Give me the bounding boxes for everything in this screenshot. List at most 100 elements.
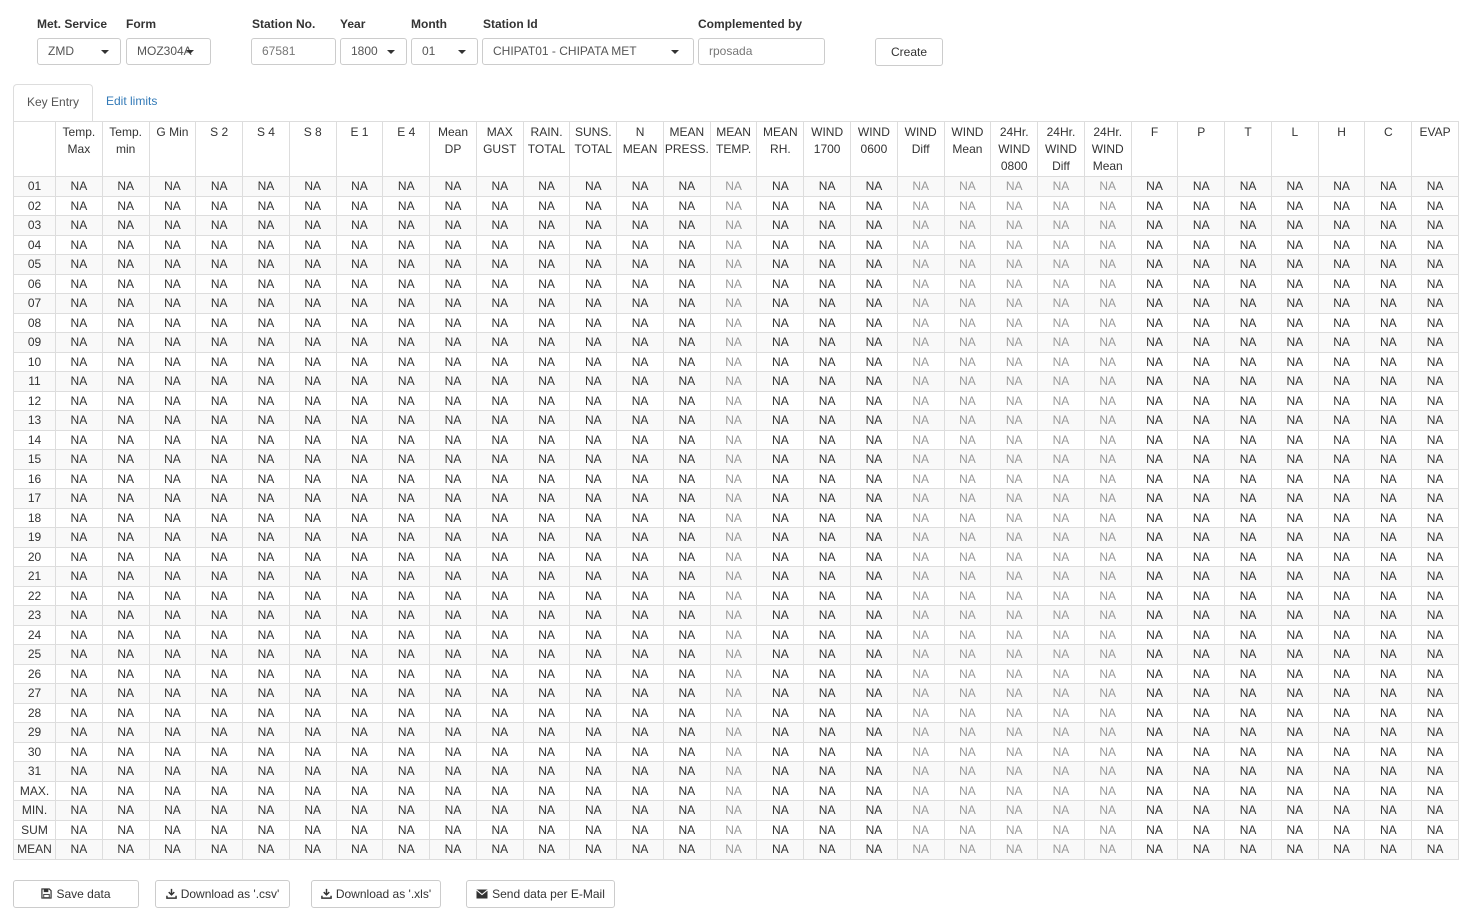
table-cell[interactable]: NA <box>1411 273 1459 294</box>
table-cell[interactable]: NA <box>756 234 805 255</box>
table-cell[interactable]: NA <box>803 429 852 450</box>
table-cell[interactable]: NA <box>522 234 571 255</box>
table-cell[interactable]: NA <box>101 410 150 431</box>
table-cell[interactable]: NA <box>522 176 571 197</box>
table-cell[interactable]: NA <box>55 293 103 314</box>
table-cell[interactable]: NA <box>990 254 1039 275</box>
table-cell[interactable]: NA <box>1317 663 1366 684</box>
table-cell[interactable]: NA <box>709 819 758 840</box>
table-cell[interactable]: NA <box>896 800 945 821</box>
table-cell[interactable]: NA <box>475 507 524 528</box>
table-cell[interactable]: NA <box>943 176 992 197</box>
table-cell[interactable]: NA <box>662 702 711 723</box>
table-cell[interactable]: NA <box>616 819 664 840</box>
table-cell[interactable]: NA <box>943 722 992 743</box>
table-cell[interactable]: NA <box>335 429 384 450</box>
table-cell[interactable]: NA <box>475 351 524 372</box>
table-cell[interactable]: NA <box>1364 507 1413 528</box>
table-cell[interactable]: NA <box>55 722 103 743</box>
table-cell[interactable]: NA <box>1177 312 1226 333</box>
table-cell[interactable]: NA <box>148 663 197 684</box>
table-cell[interactable]: NA <box>1130 585 1179 606</box>
table-cell[interactable]: NA <box>429 644 477 665</box>
table-cell[interactable]: NA <box>195 215 244 236</box>
table-cell[interactable]: NA <box>1364 761 1413 782</box>
table-cell[interactable]: NA <box>1224 780 1272 801</box>
table-cell[interactable]: NA <box>101 741 150 762</box>
table-cell[interactable]: NA <box>288 761 337 782</box>
table-cell[interactable]: NA <box>335 819 384 840</box>
table-cell[interactable]: NA <box>475 215 524 236</box>
table-cell[interactable]: NA <box>803 624 852 645</box>
table-cell[interactable]: NA <box>55 488 103 509</box>
table-cell[interactable]: NA <box>288 507 337 528</box>
table-cell[interactable]: NA <box>148 449 197 470</box>
table-cell[interactable]: NA <box>990 566 1039 587</box>
table-cell[interactable]: NA <box>1224 663 1272 684</box>
table-cell[interactable]: NA <box>1037 488 1085 509</box>
table-cell[interactable]: NA <box>569 234 618 255</box>
table-cell[interactable]: NA <box>522 585 571 606</box>
table-cell[interactable]: NA <box>195 507 244 528</box>
table-cell[interactable]: NA <box>195 644 244 665</box>
table-cell[interactable]: NA <box>429 780 477 801</box>
table-cell[interactable]: NA <box>475 429 524 450</box>
table-cell[interactable]: NA <box>709 371 758 392</box>
table-cell[interactable]: NA <box>709 761 758 782</box>
table-cell[interactable]: NA <box>756 468 805 489</box>
table-cell[interactable]: NA <box>195 741 244 762</box>
table-cell[interactable]: NA <box>1411 566 1459 587</box>
table-cell[interactable]: NA <box>148 761 197 782</box>
table-cell[interactable]: NA <box>1317 254 1366 275</box>
table-cell[interactable]: NA <box>148 468 197 489</box>
table-cell[interactable]: NA <box>943 683 992 704</box>
table-cell[interactable]: NA <box>55 800 103 821</box>
table-cell[interactable]: NA <box>803 468 852 489</box>
table-cell[interactable]: NA <box>288 312 337 333</box>
table-cell[interactable]: NA <box>55 390 103 411</box>
table-cell[interactable]: NA <box>662 819 711 840</box>
table-cell[interactable]: NA <box>709 195 758 216</box>
table-cell[interactable]: NA <box>475 780 524 801</box>
table-cell[interactable]: NA <box>616 488 664 509</box>
table-cell[interactable]: NA <box>429 176 477 197</box>
table-cell[interactable]: NA <box>288 663 337 684</box>
table-cell[interactable]: NA <box>990 761 1039 782</box>
table-cell[interactable]: NA <box>569 761 618 782</box>
table-cell[interactable]: NA <box>335 332 384 353</box>
table-cell[interactable]: NA <box>756 429 805 450</box>
table-cell[interactable]: NA <box>943 800 992 821</box>
table-cell[interactable]: NA <box>195 663 244 684</box>
table-cell[interactable]: NA <box>1224 566 1272 587</box>
table-cell[interactable]: NA <box>943 624 992 645</box>
table-cell[interactable]: NA <box>429 605 477 626</box>
table-cell[interactable]: NA <box>101 585 150 606</box>
table-cell[interactable]: NA <box>1130 683 1179 704</box>
table-cell[interactable]: NA <box>662 566 711 587</box>
table-cell[interactable]: NA <box>335 293 384 314</box>
table-cell[interactable]: NA <box>896 215 945 236</box>
table-cell[interactable]: NA <box>1411 488 1459 509</box>
table-cell[interactable]: NA <box>1364 332 1413 353</box>
table-cell[interactable]: NA <box>896 468 945 489</box>
table-cell[interactable]: NA <box>1224 507 1272 528</box>
table-cell[interactable]: NA <box>335 390 384 411</box>
table-cell[interactable]: NA <box>429 800 477 821</box>
table-cell[interactable]: NA <box>1130 722 1179 743</box>
table-cell[interactable]: NA <box>803 800 852 821</box>
table-cell[interactable]: NA <box>101 312 150 333</box>
table-cell[interactable]: NA <box>1037 312 1085 333</box>
table-cell[interactable]: NA <box>55 332 103 353</box>
table-cell[interactable]: NA <box>429 410 477 431</box>
table-cell[interactable]: NA <box>756 273 805 294</box>
table-cell[interactable]: NA <box>943 488 992 509</box>
table-cell[interactable]: NA <box>756 663 805 684</box>
table-cell[interactable]: NA <box>850 410 898 431</box>
table-cell[interactable]: NA <box>429 507 477 528</box>
table-cell[interactable]: NA <box>569 585 618 606</box>
table-cell[interactable]: NA <box>1177 546 1226 567</box>
table-cell[interactable]: NA <box>195 780 244 801</box>
table-cell[interactable]: NA <box>1270 429 1319 450</box>
table-cell[interactable]: NA <box>1411 254 1459 275</box>
table-cell[interactable]: NA <box>896 546 945 567</box>
